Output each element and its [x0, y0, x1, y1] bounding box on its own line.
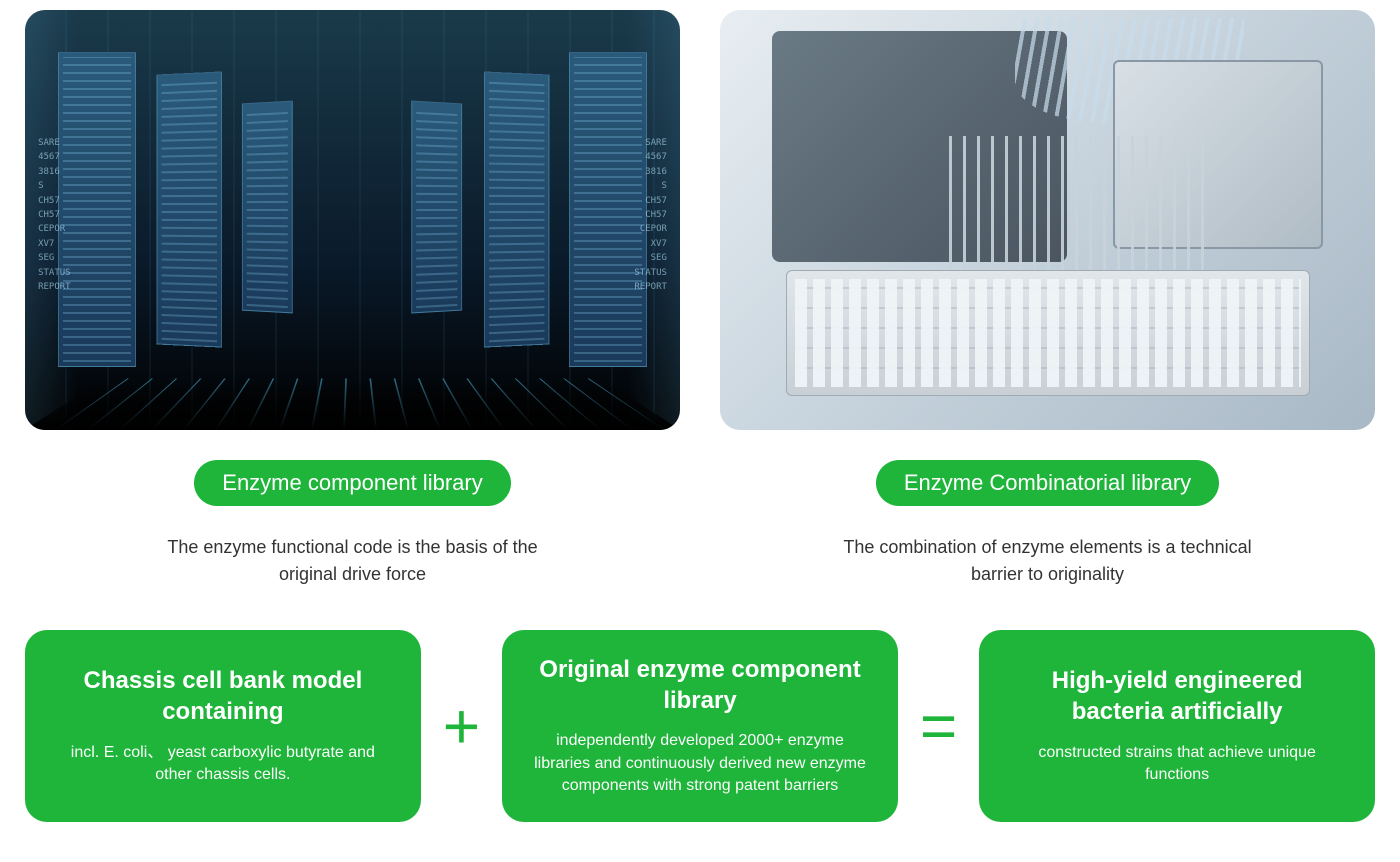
box-desc: constructed strains that achieve unique …	[1007, 742, 1347, 787]
data-labels-graphic: SARE45673816SCH57CH57CEPORXV7SEGSTATUSRE…	[38, 136, 71, 294]
floor-lines-graphic	[25, 379, 680, 430]
card-combinatorial-library: Enzyme Combinatorial library The combina…	[720, 10, 1375, 588]
box-title: Original enzyme component library	[530, 654, 870, 716]
box-desc: incl. E. coli、 yeast carboxylic butyrate…	[53, 742, 393, 787]
pill-label-component: Enzyme component library	[194, 460, 510, 506]
card-desc-combinatorial: The combination of enzyme elements is a …	[838, 534, 1258, 588]
card-desc-component: The enzyme functional code is the basis …	[143, 534, 563, 588]
equation-box-chassis: Chassis cell bank model containing incl.…	[25, 630, 421, 822]
image-lab-automation	[720, 10, 1375, 430]
image-data-center: SARE45673816SCH57CH57CEPORXV7SEGSTATUSRE…	[25, 10, 680, 430]
equation-box-enzyme-library: Original enzyme component library indepe…	[502, 630, 898, 822]
equation-row: Chassis cell bank model containing incl.…	[25, 630, 1375, 822]
server-rack-graphic	[483, 71, 548, 347]
card-component-library: SARE45673816SCH57CH57CEPORXV7SEGSTATUSRE…	[25, 10, 680, 588]
vial-tray-graphic	[786, 270, 1310, 396]
box-desc: independently developed 2000+ enzyme lib…	[530, 730, 870, 797]
box-title: High-yield engineered bacteria artificia…	[1007, 665, 1347, 727]
server-rack-graphic	[242, 101, 293, 314]
server-rack-graphic	[412, 101, 463, 314]
operator-plus-icon: +	[421, 630, 502, 822]
pill-label-combinatorial: Enzyme Combinatorial library	[876, 460, 1219, 506]
box-title: Chassis cell bank model containing	[53, 665, 393, 727]
operator-equals-icon: =	[898, 630, 979, 822]
server-rack-graphic	[157, 71, 222, 347]
equation-box-result: High-yield engineered bacteria artificia…	[979, 630, 1375, 822]
top-cards-row: SARE45673816SCH57CH57CEPORXV7SEGSTATUSRE…	[25, 10, 1375, 588]
data-labels-graphic: SARE45673816SCH57CH57CEPORXV7SEGSTATUSRE…	[634, 136, 667, 294]
